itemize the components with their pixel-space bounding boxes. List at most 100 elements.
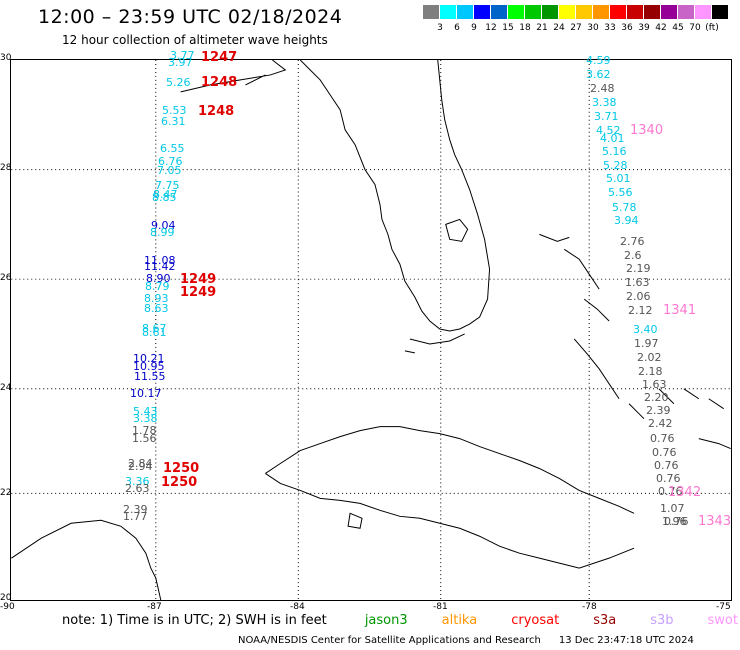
satellite-name: altika [441,613,478,628]
wave-height-observation: 2.63 [125,482,150,495]
note-text: note: 1) Time is in UTC; 2) SWH is in fe… [62,613,327,628]
wave-height-observation: 11.08 [144,254,176,267]
legend-label: 36 [621,23,633,33]
wave-height-observation: 2.48 [590,82,615,95]
wave-height-observation: 2.12 [628,304,653,317]
coastlines [11,60,731,600]
wave-height-observation: 2.6 [624,249,642,262]
satellite-name: cryosat [511,613,560,628]
wave-height-observation: 6.31 [161,115,186,128]
legend-label: 6 [454,23,460,33]
wave-height-observation: 2.18 [638,365,663,378]
wave-height-observation: 11.55 [134,370,166,383]
wave-height-observation: 7.75 [155,179,180,192]
satellite-name: jason3 [364,613,408,628]
latitude-label: 30 [0,53,12,63]
legend-label: 27 [570,23,582,33]
pass-number: 1249 [180,285,217,300]
legend-swatch [440,5,456,19]
wave-height-observation: 8.85 [152,191,177,204]
wave-height-observation: 8.67 [142,322,167,335]
legend-label: 42 [655,23,667,33]
wave-height-observation: 0.76 [656,472,681,485]
legend-label: 33 [604,23,616,33]
footer: NOAA/NESDIS Center for Satellite Applica… [238,635,694,646]
wave-height-observation: 3.77 [170,49,195,62]
isla-de-la-juventud [347,512,363,529]
wave-height-observation: 3.94 [614,214,639,227]
wave-height-observation: 2.39 [123,503,148,516]
wave-height-observation: 1.56 [132,432,157,445]
wave-height-observation: 8.79 [145,280,170,293]
satellite-name: swot [707,613,738,628]
wave-height-observation: 1.96 [662,515,687,528]
legend-swatch [610,5,626,19]
satellite-name: s3b [650,613,674,628]
pass-number: 1342 [668,485,702,500]
latitude-label: 26 [0,273,12,283]
pass-number: 1340 [630,123,664,138]
wave-height-observation: 3.71 [594,110,619,123]
map-subtitle: 12 hour collection of altimeter wave hei… [62,33,328,47]
wave-height-observation: 6.76 [158,155,183,168]
lake-okeechobee [445,218,469,242]
wave-height-observation: 2.19 [626,262,651,275]
florida-coastline [180,60,491,332]
legend-swatch [508,5,524,19]
pass-number: 1248 [198,104,235,119]
pass-number: 1341 [663,303,697,318]
map-title: 12:00 – 23:59 UTC 02/18/2024 [38,6,343,28]
legend-swatch [423,5,439,19]
satellite-name: s3a [593,613,617,628]
legend-label: 70 [689,23,701,33]
wave-height-observation: 8.61 [142,326,167,339]
cuba-coastline [265,426,635,569]
wave-height-observation: 0.76 [650,432,675,445]
legend-swatch [474,5,490,19]
latitude-label: 20 [0,593,12,603]
pass-number: 1343 [698,514,732,529]
wave-height-observation: 2.94 [128,460,153,473]
wave-height-observation: 7.05 [157,164,182,177]
wave-height-observation: 1.63 [625,276,650,289]
legend-swatch [593,5,609,19]
legend-swatch [576,5,592,19]
wave-height-observation: 2.39 [646,404,671,417]
wave-height-observation: 1.07 [660,502,685,515]
wave-height-observation: 6.55 [160,142,185,155]
legend-swatch [491,5,507,19]
legend-label: 39 [638,23,650,33]
wave-height-observation: 0.76 [658,485,683,498]
wave-height-observation: 1.77 [123,510,148,523]
wave-height-observation: 3.36 [125,475,150,488]
wave-height-observation: 0.76 [654,459,679,472]
yucatan-coastline [11,519,162,600]
wave-height-observation: 10.21 [133,352,165,365]
wave-height-observation: 4.59 [586,54,611,67]
wave-height-observation: 8.63 [144,302,169,315]
wave-height-observation: 9.04 [151,219,176,232]
hispaniola-coastline [698,438,731,450]
legend-label: (ft) [705,23,719,33]
note-bar: note: 1) Time is in UTC; 2) SWH is in fe… [62,613,740,628]
legend-swatch [678,5,694,19]
footer-credit: NOAA/NESDIS Center for Satellite Applica… [238,635,541,646]
legend-label: 15 [502,23,514,33]
wave-height-observation: 3.40 [633,323,658,336]
legend-swatch [712,5,728,19]
wave-height-observation: 5.16 [602,145,627,158]
legend-label: 12 [485,23,497,33]
florida-keys [404,333,465,354]
longitude-label: -90 [0,602,15,612]
legend-swatch [457,5,473,19]
longitude-label: -78 [582,602,597,612]
wave-height-observation: 0.76 [664,515,689,528]
wave-height-observation: 2.06 [626,290,651,303]
wave-height-observation: 5.26 [166,76,191,89]
wave-height-observation: 2.02 [637,351,662,364]
legend-swatch [627,5,643,19]
wave-height-observation: 5.43 [133,405,158,418]
pass-number: 1250 [163,461,200,476]
legend-label: 9 [471,23,477,33]
wave-height-observation: 4.52 [596,124,621,137]
